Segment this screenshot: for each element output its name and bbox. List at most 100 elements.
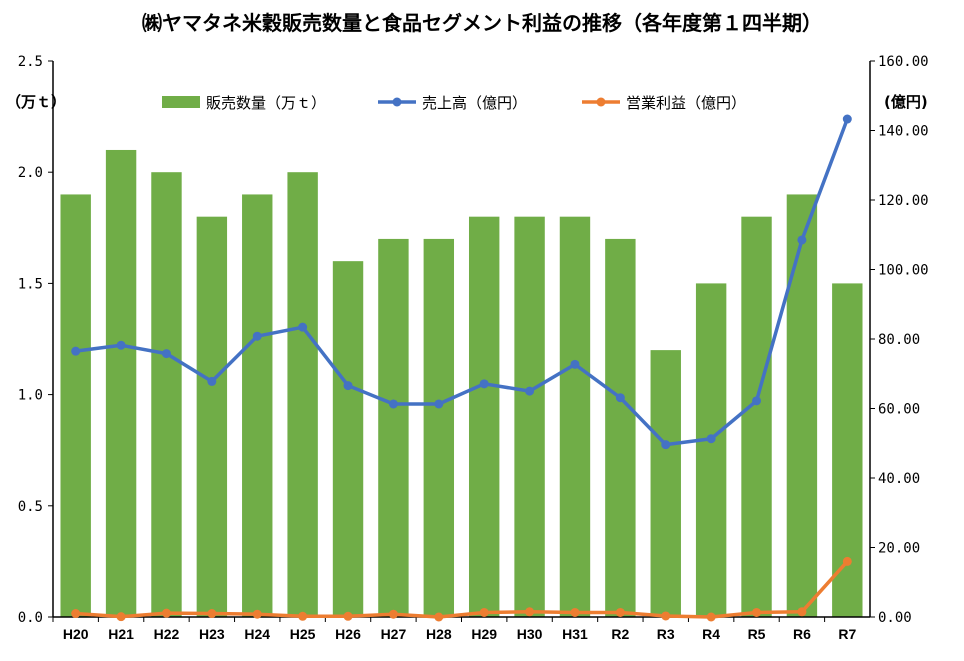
legend-swatch [162, 96, 200, 108]
x-tick-label: R4 [702, 626, 720, 642]
bar [105, 149, 137, 617]
bar [242, 194, 273, 617]
right-tick-label: 160.00 [878, 54, 929, 70]
series-point-1 [752, 396, 762, 406]
x-tick-label: R3 [657, 626, 675, 642]
bar [196, 216, 228, 617]
series-point-1 [388, 399, 398, 409]
series-line-1 [75, 118, 849, 447]
series-point-1 [570, 359, 580, 369]
bar [605, 238, 636, 618]
bar [741, 216, 772, 617]
series-point-2 [252, 609, 262, 619]
series-point-2 [207, 609, 217, 619]
right-tick-label: 80.00 [878, 332, 920, 348]
right-tick-label: 120.00 [878, 193, 929, 209]
bar [151, 172, 182, 617]
legend-label: 営業利益（億円） [626, 94, 746, 112]
legend-marker [392, 97, 402, 107]
x-tick-label: H29 [471, 626, 497, 642]
right-tick-label: 20.00 [878, 541, 920, 557]
left-tick-label: 1.0 [18, 388, 43, 404]
bar [514, 216, 545, 617]
series-point-2 [161, 608, 171, 618]
bar [786, 194, 818, 617]
left-axis-unit: （万ｔ） [6, 93, 66, 111]
series-point-2 [615, 607, 625, 617]
series-point-1 [706, 434, 716, 444]
series-point-1 [298, 322, 308, 332]
series-point-1 [161, 349, 171, 359]
series-point-2 [71, 609, 81, 619]
right-tick-label: 140.00 [878, 124, 929, 140]
plot-area: 0.0 0.5 1.0 1.5 2.0 2.5 0.00 20.00 40.00 60.00 80.… [18, 54, 929, 642]
series-point-1 [252, 331, 262, 341]
series-point-1 [797, 235, 807, 245]
x-tick-label: H20 [63, 626, 89, 642]
series-point-1 [343, 381, 353, 391]
x-tick-label: H23 [199, 626, 225, 642]
series-point-1 [434, 399, 444, 409]
left-tick-label: 0.5 [18, 499, 43, 515]
x-tick-label: R2 [611, 626, 629, 642]
series-point-1 [661, 440, 671, 450]
left-tick-label: 1.5 [18, 276, 43, 292]
x-tick-label: R7 [838, 626, 856, 642]
x-tick-label: H26 [335, 626, 361, 642]
bar [468, 216, 500, 617]
left-tick-label: 2.5 [18, 54, 43, 70]
bar [832, 283, 863, 617]
bar [695, 283, 727, 617]
series-point-1 [71, 346, 81, 356]
series-point-2 [116, 612, 126, 622]
series-point-1 [615, 393, 625, 403]
series-point-2 [388, 609, 398, 619]
bar [650, 350, 681, 617]
series-point-1 [116, 340, 126, 350]
right-tick-label: 60.00 [878, 402, 920, 418]
right-tick-label: 40.00 [878, 471, 920, 487]
series-point-2 [298, 611, 308, 621]
left-tick-label: 2.0 [18, 165, 43, 181]
x-tick-label: H31 [562, 626, 588, 642]
x-tick-label: R5 [748, 626, 766, 642]
series-point-1 [525, 386, 535, 396]
series-point-1 [207, 376, 217, 386]
bar [559, 216, 591, 617]
series-point-2 [343, 611, 353, 621]
series-point-1 [842, 114, 852, 124]
legend-label: 売上高（億円） [422, 94, 527, 112]
series-point-2 [842, 556, 852, 566]
x-tick-label: H27 [381, 626, 407, 642]
bar [60, 194, 91, 617]
series-line-2 [75, 560, 849, 619]
series-point-2 [479, 607, 489, 617]
chart-title: ㈱ヤマタネ米穀販売数量と食品セグメント利益の推移（各年度第１四半期） [142, 11, 822, 35]
bar [332, 261, 364, 617]
right-tick-label: 100.00 [878, 263, 929, 279]
series-point-2 [752, 607, 762, 617]
series-point-2 [706, 612, 716, 622]
series-point-2 [797, 607, 807, 617]
bar [378, 238, 409, 618]
x-tick-label: H21 [108, 626, 134, 642]
x-tick-label: H28 [426, 626, 452, 642]
right-tick-label: 0.00 [878, 610, 912, 626]
legend-marker [596, 97, 606, 107]
x-tick-label: H24 [244, 626, 270, 642]
legend-label: 販売数量（万ｔ） [206, 94, 326, 112]
legend: 販売数量（万ｔ） 売上高（億円） 営業利益（億円） [162, 94, 746, 112]
x-tick-label: R6 [793, 626, 811, 642]
bar [287, 172, 318, 617]
series-point-2 [434, 612, 444, 622]
x-tick-label: H25 [290, 626, 316, 642]
series-point-1 [479, 379, 489, 389]
x-tick-label: H22 [154, 626, 180, 642]
x-tick-label: H30 [517, 626, 543, 642]
series-point-2 [525, 607, 535, 617]
left-tick-label: 0.0 [18, 610, 43, 626]
right-axis-unit: (億円) [884, 93, 928, 111]
series-point-2 [570, 607, 580, 617]
bar [423, 238, 455, 618]
